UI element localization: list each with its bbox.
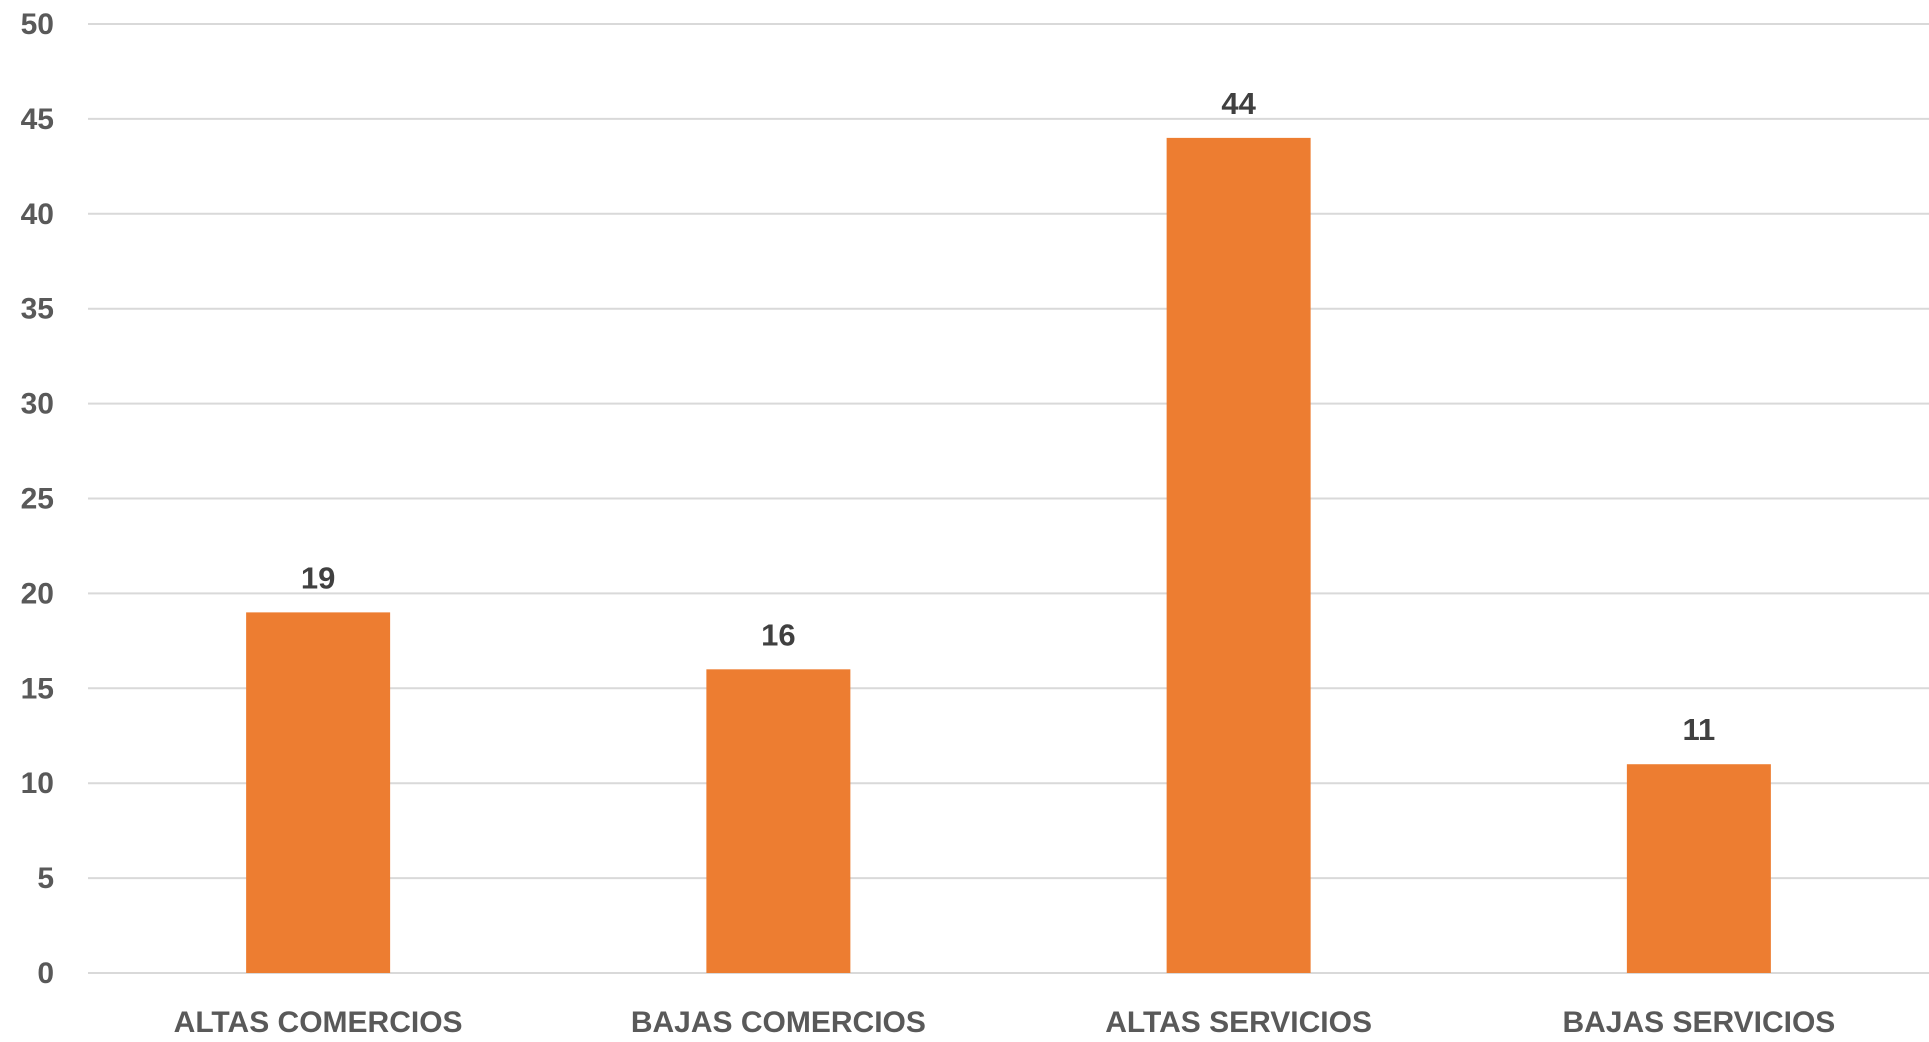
y-tick-label: 0	[37, 957, 54, 990]
gridlines	[88, 23, 1929, 974]
x-category-label: BAJAS COMERCIOS	[631, 1006, 926, 1037]
y-tick-label: 30	[21, 388, 54, 421]
bars	[246, 137, 1771, 973]
data-label: 16	[761, 617, 795, 652]
data-label: 44	[1221, 86, 1256, 121]
x-category-label: BAJAS SERVICIOS	[1562, 1006, 1835, 1037]
y-tick-label: 45	[21, 103, 54, 136]
y-tick-label: 40	[21, 198, 54, 231]
data-label: 19	[301, 560, 335, 595]
bar	[1626, 764, 1771, 973]
y-tick-label: 50	[21, 8, 54, 41]
y-tick-label: 5	[37, 862, 54, 895]
x-axis-categories: ALTAS COMERCIOS BAJAS COMERCIOS ALTAS SERV…	[174, 1006, 1836, 1039]
bar	[706, 669, 851, 973]
y-tick-label: 15	[21, 672, 54, 705]
y-tick-label: 20	[21, 577, 54, 610]
data-labels: 19 16 44 11	[301, 86, 1715, 747]
y-tick-label: 35	[21, 293, 54, 326]
bar	[246, 612, 391, 973]
x-category-label: ALTAS COMERCIOS	[174, 1006, 463, 1037]
y-tick-label: 25	[21, 483, 54, 516]
x-category-label: ALTAS SERVICIOS	[1105, 1006, 1372, 1037]
y-tick-label: 10	[21, 767, 54, 800]
y-axis-ticks: 0 5 10 15 20 25 30 35 40 45 50	[21, 8, 54, 990]
bar	[1166, 137, 1311, 973]
data-label: 11	[1682, 712, 1715, 747]
